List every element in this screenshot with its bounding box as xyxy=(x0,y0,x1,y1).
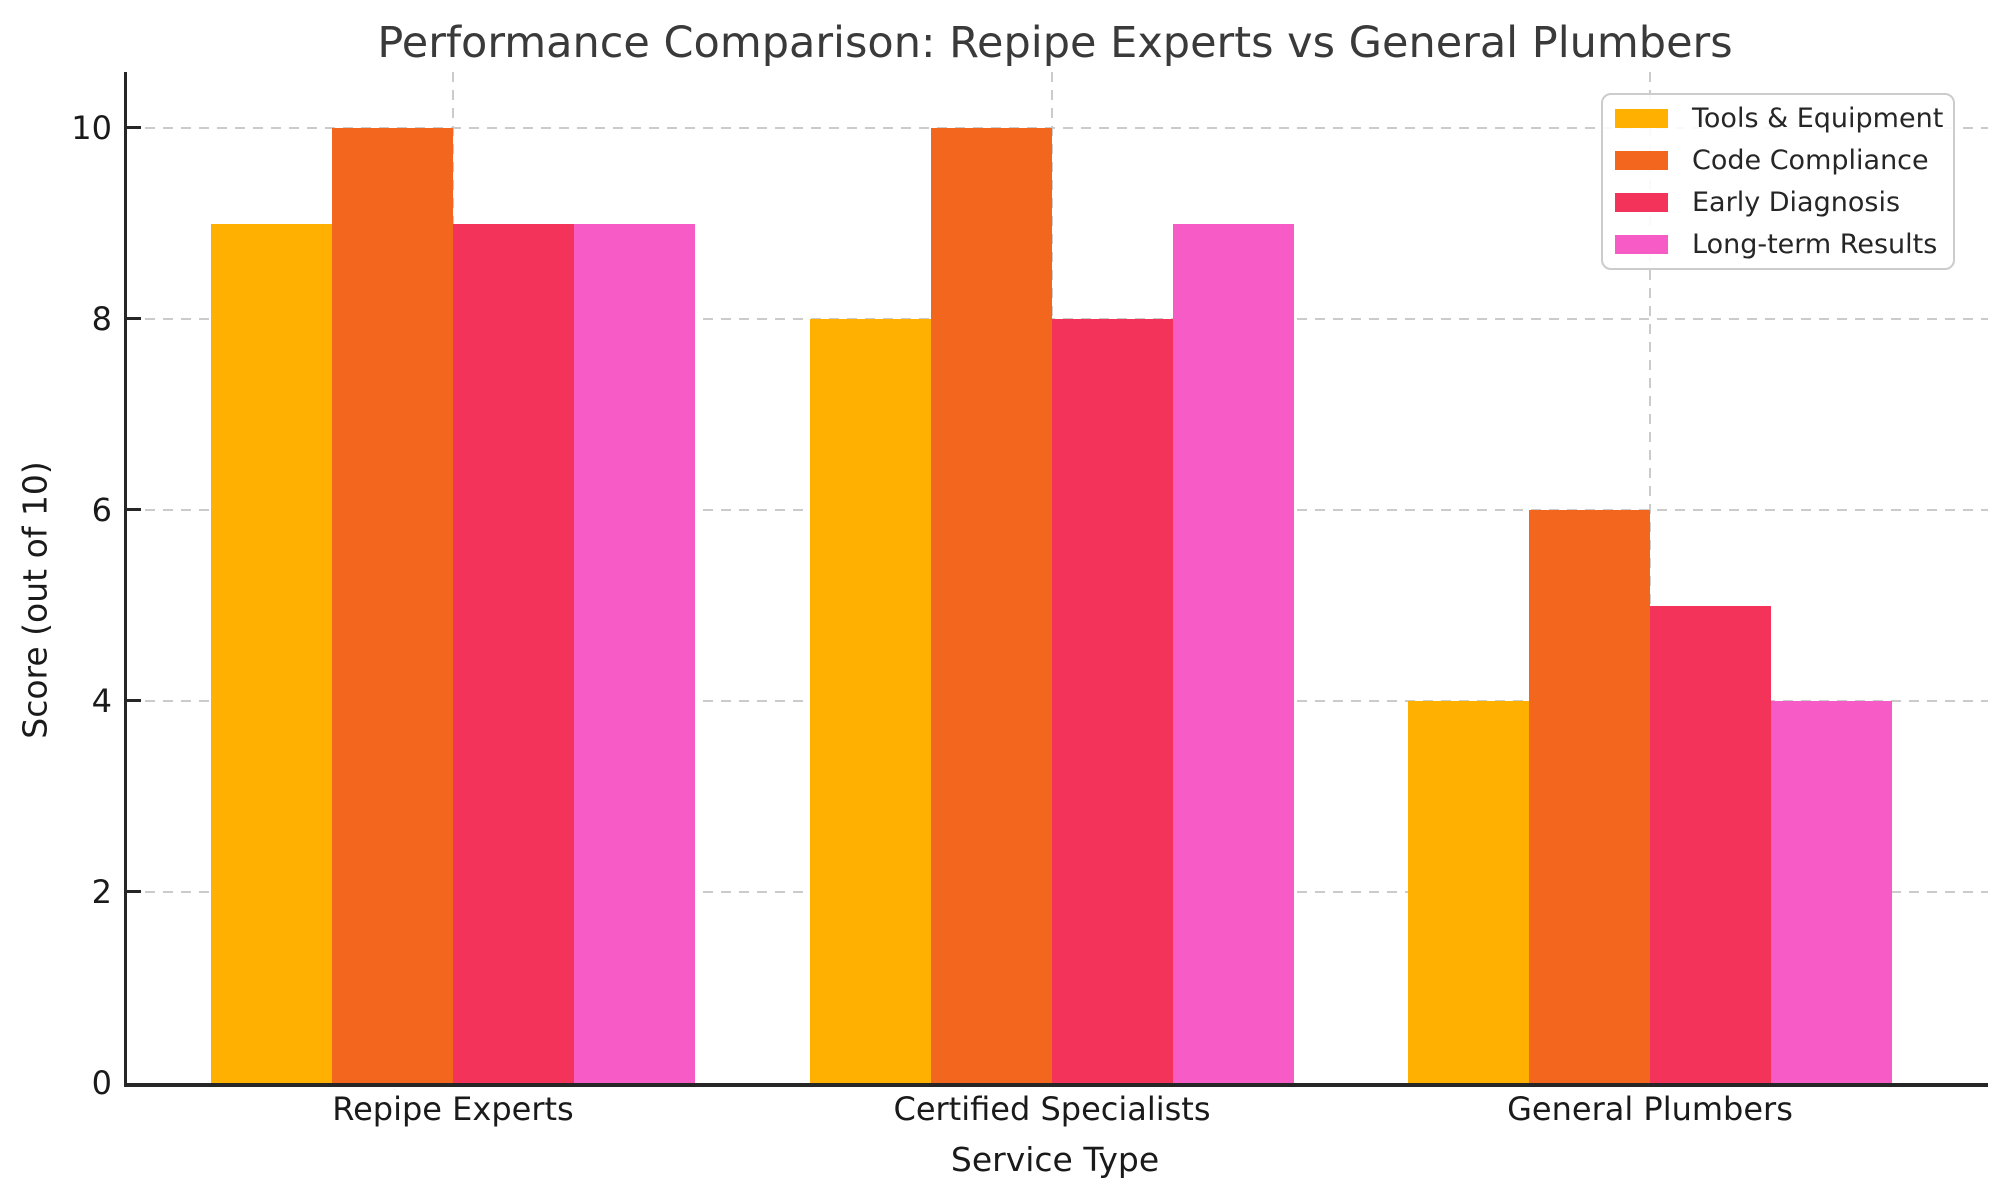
legend-label: Long-term Results xyxy=(1692,229,1938,260)
y-tick-label: 2 xyxy=(91,873,112,911)
x-tick-label: Certified Specialists xyxy=(893,1090,1211,1128)
bar xyxy=(453,223,574,1083)
y-tick-mark xyxy=(127,126,141,129)
y-tick-mark xyxy=(127,317,141,320)
y-tick-label: 4 xyxy=(91,682,112,720)
bar xyxy=(810,319,931,1083)
bar xyxy=(574,223,695,1083)
y-tick-mark xyxy=(127,890,141,893)
bar xyxy=(1771,701,1892,1083)
legend-item: Early Diagnosis xyxy=(1615,187,1943,218)
y-tick-mark xyxy=(127,699,141,702)
legend-swatch-icon xyxy=(1615,235,1668,254)
legend-item: Long-term Results xyxy=(1615,229,1943,260)
x-axis-label: Service Type xyxy=(950,1140,1160,1179)
y-tick-label: 6 xyxy=(91,491,112,529)
x-tick-label: Repipe Experts xyxy=(332,1090,574,1128)
chart-title: Performance Comparison: Repipe Experts v… xyxy=(377,18,1733,68)
bar xyxy=(1052,319,1173,1083)
x-tick-label: General Plumbers xyxy=(1507,1090,1793,1128)
bar xyxy=(332,128,453,1083)
bar xyxy=(1408,701,1529,1083)
legend-swatch-icon xyxy=(1615,151,1668,170)
legend-item: Tools & Equipment xyxy=(1615,103,1943,134)
y-tick-mark xyxy=(127,508,141,511)
bar xyxy=(211,223,332,1083)
gridline-vertical xyxy=(1649,72,1651,1083)
gridline-horizontal xyxy=(127,127,1988,129)
legend-item: Code Compliance xyxy=(1615,145,1943,176)
legend-label: Tools & Equipment xyxy=(1692,103,1944,134)
legend-label: Code Compliance xyxy=(1692,145,1929,176)
bar xyxy=(1173,223,1294,1083)
bar xyxy=(1650,605,1771,1083)
legend-swatch-icon xyxy=(1615,109,1668,128)
y-tick-label: 8 xyxy=(91,300,112,338)
y-tick-label: 10 xyxy=(71,109,112,147)
legend-swatch-icon xyxy=(1615,193,1668,212)
y-tick-label: 0 xyxy=(91,1064,112,1102)
bar xyxy=(931,128,1052,1083)
legend-label: Early Diagnosis xyxy=(1692,187,1901,218)
legend: Tools & Equipment Code Compliance Early … xyxy=(1601,93,1955,270)
bar xyxy=(1529,510,1650,1083)
plot-area xyxy=(124,72,1988,1087)
